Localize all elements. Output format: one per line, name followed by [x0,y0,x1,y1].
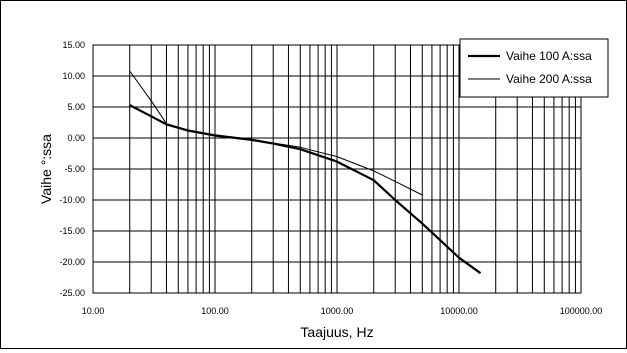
series-layer [129,70,482,275]
x-tick-label: 100000.00 [560,306,603,316]
x-axis-title: Taajuus, Hz [300,324,373,340]
x-axis-ticks: 10.00 100.00 1000.00 10000.00 100000.00 [82,306,603,316]
y-tick-label: 10.00 [62,71,85,81]
series-line-2 [129,70,423,196]
y-tick-label: -25.00 [59,288,85,298]
legend-label: Vaihe 200 A:ssa [506,72,592,86]
x-tick-label: 1000.00 [321,306,354,316]
y-tick-label: 0.00 [67,133,85,143]
y-tick-label: 5.00 [67,102,85,112]
y-tick-label: -5.00 [64,164,85,174]
legend: Vaihe 100 A:ssa Vaihe 200 A:ssa [459,38,609,98]
y-tick-label: -20.00 [59,257,85,267]
y-tick-label: -15.00 [59,226,85,236]
y-axis-title: Vaihe °:ssa [38,134,54,204]
y-axis-ticks: 15.00 10.00 5.00 0.00 -5.00 -10.00 -15.00 -20.0… [59,40,85,298]
x-tick-label: 100.00 [201,306,229,316]
x-tick-label: 10.00 [82,306,105,316]
legend-box [459,38,609,98]
plot-area-border [92,44,582,294]
grid [93,45,581,293]
series-line-1 [129,104,482,275]
y-tick-label: -10.00 [59,195,85,205]
y-tick-label: 15.00 [62,40,85,50]
x-tick-label: 10000.00 [440,306,478,316]
phase-chart: 15.00 10.00 5.00 0.00 -5.00 -10.00 -15.00 -20.0… [38,38,609,340]
legend-label: Vaihe 100 A:ssa [506,49,592,63]
